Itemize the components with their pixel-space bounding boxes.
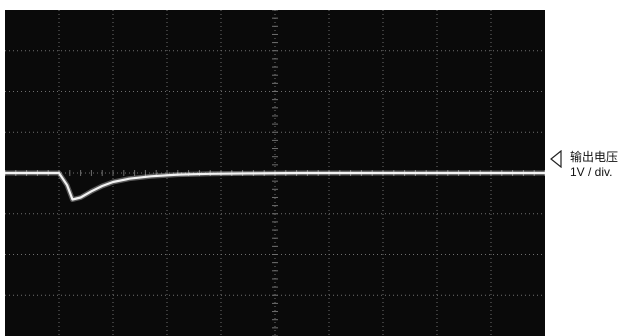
trace-point [112,181,114,183]
trace-point [209,173,211,175]
traces [5,170,545,202]
channel-scale: 1V / div. [570,165,613,179]
channel-label: 输出电压 1V / div. [570,150,618,180]
trace-point [66,184,68,186]
trace-point [101,185,103,187]
trace-point [463,172,465,174]
oscilloscope-plot [5,10,545,336]
trace-point [301,172,303,174]
trace-point [31,172,33,174]
trace-point [177,174,179,176]
trace-point [5,172,6,174]
trace-point [71,198,74,201]
trace-point [544,172,545,174]
grid [5,10,545,336]
trace-point [128,178,130,180]
trace-point [150,175,152,177]
trace-point [58,172,60,174]
trace-point [355,172,357,174]
trace-point [80,196,82,199]
trace-point [247,172,249,174]
trace-point [90,190,92,192]
channel-level-triangle-icon [549,149,563,169]
oscilloscope-screen [5,10,545,336]
channel-name: 输出电压 [570,150,619,164]
trace-point [409,172,411,174]
